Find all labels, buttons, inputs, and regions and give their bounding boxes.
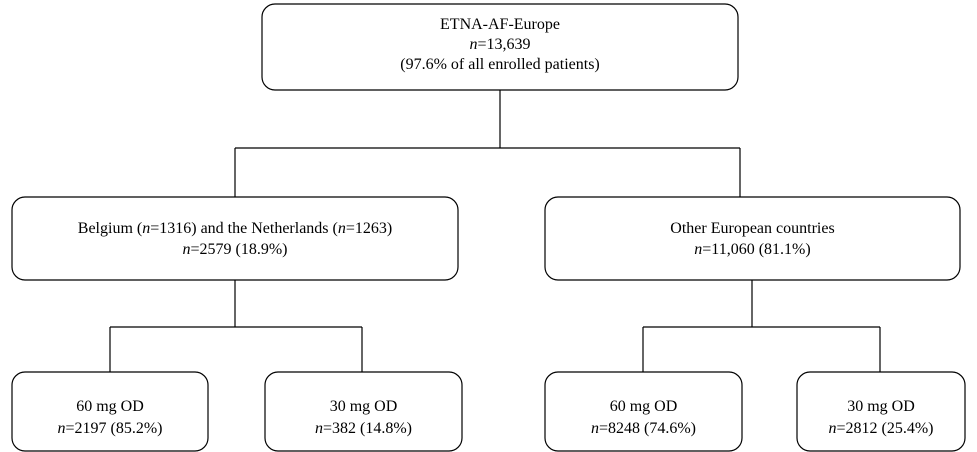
italic-run: n [591, 420, 599, 437]
node: 30 mg OD n=382 (14.8%) [264, 371, 463, 452]
node-box [11, 196, 459, 281]
node-label: 60 mg OD [76, 398, 144, 415]
node-label: n=11,060 (81.1%) [694, 241, 810, 258]
node-box [544, 371, 743, 452]
node-label: ETNA-AF-Europe [440, 16, 560, 33]
node-label: (97.6% of all enrolled patients) [400, 56, 600, 73]
italic-run: n [142, 220, 150, 237]
text-run: 60 mg OD [76, 398, 144, 415]
node-label: Belgium (n=1316) and the Netherlands (n=… [78, 220, 392, 237]
text-run: =382 (14.8%) [323, 420, 412, 437]
text-run: =13,639 [477, 36, 530, 53]
text-run: =1316) and the Netherlands ( [150, 220, 338, 237]
text-run: Belgium ( [78, 220, 142, 237]
node-box [796, 371, 966, 452]
node-label: 30 mg OD [330, 398, 398, 415]
node-label: n=2812 (25.4%) [828, 420, 933, 437]
text-run: =1263) [346, 220, 392, 237]
node-box [544, 196, 961, 281]
italic-run: n [182, 241, 190, 258]
node-label: n=2579 (18.9%) [182, 241, 287, 258]
italic-run: n [338, 220, 346, 237]
italic-run: n [694, 241, 702, 258]
text-run: (97.6% of all enrolled patients) [400, 56, 600, 73]
italic-run: n [469, 36, 477, 53]
node-label: n=8248 (74.6%) [591, 420, 696, 437]
node-label: n=382 (14.8%) [315, 420, 412, 437]
node: 60 mg OD n=8248 (74.6%) [544, 371, 743, 452]
text-run: 60 mg OD [610, 398, 678, 415]
italic-run: n [828, 420, 836, 437]
node-label: n=13,639 [469, 36, 530, 53]
text-run: =2197 (85.2%) [65, 420, 162, 437]
node-box [264, 371, 463, 452]
text-run: ETNA-AF-Europe [440, 16, 560, 33]
node-box [261, 3, 739, 91]
text-run: =11,060 (81.1%) [702, 241, 810, 258]
node: ETNA-AF-Europe n=13,639 (97.6% of all enro… [261, 3, 739, 91]
node: Belgium (n=1316) and the Netherlands (n=… [11, 196, 459, 281]
node-label: Other European countries [670, 220, 834, 237]
text-run: 30 mg OD [847, 398, 915, 415]
text-run: =2812 (25.4%) [836, 420, 933, 437]
text-run: =2579 (18.9%) [190, 241, 287, 258]
connectors [109, 90, 881, 372]
node-label: 60 mg OD [610, 398, 678, 415]
node: 60 mg OD n=2197 (85.2%) [11, 371, 209, 452]
text-run: 30 mg OD [330, 398, 398, 415]
italic-run: n [315, 420, 323, 437]
node: Other European countries n=11,060 (81.1%) [544, 196, 961, 281]
node-box [11, 371, 209, 452]
node: 30 mg OD n=2812 (25.4%) [796, 371, 966, 452]
node-label: n=2197 (85.2%) [57, 420, 162, 437]
text-run: =8248 (74.6%) [599, 420, 696, 437]
text-run: Other European countries [670, 220, 834, 237]
italic-run: n [57, 420, 65, 437]
node-label: 30 mg OD [847, 398, 915, 415]
